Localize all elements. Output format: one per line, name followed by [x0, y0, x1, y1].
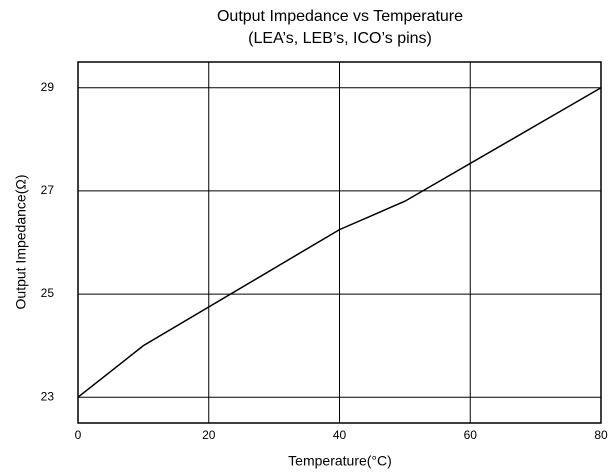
- y-tick-label: 23: [41, 389, 55, 403]
- y-axis-label: Output Impedance(Ω): [13, 175, 29, 310]
- chart-subtitle: (LEA’s, LEB’s, ICO’s pins): [248, 30, 432, 47]
- x-tick-label: 20: [202, 428, 216, 442]
- plot-frame: [77, 61, 602, 424]
- x-tick-label: 0: [75, 428, 82, 442]
- x-tick-label: 60: [464, 428, 478, 442]
- y-tick-label: 25: [41, 286, 55, 300]
- x-tick-label: 80: [594, 428, 608, 442]
- chart-title: Output Impedance vs Temperature: [217, 8, 463, 25]
- y-tick-label: 29: [41, 80, 55, 94]
- line-series: [77, 87, 602, 398]
- x-tick-label: 40: [333, 428, 347, 442]
- y-tick-label: 27: [41, 183, 55, 197]
- x-axis-label: Temperature(°C): [288, 453, 392, 469]
